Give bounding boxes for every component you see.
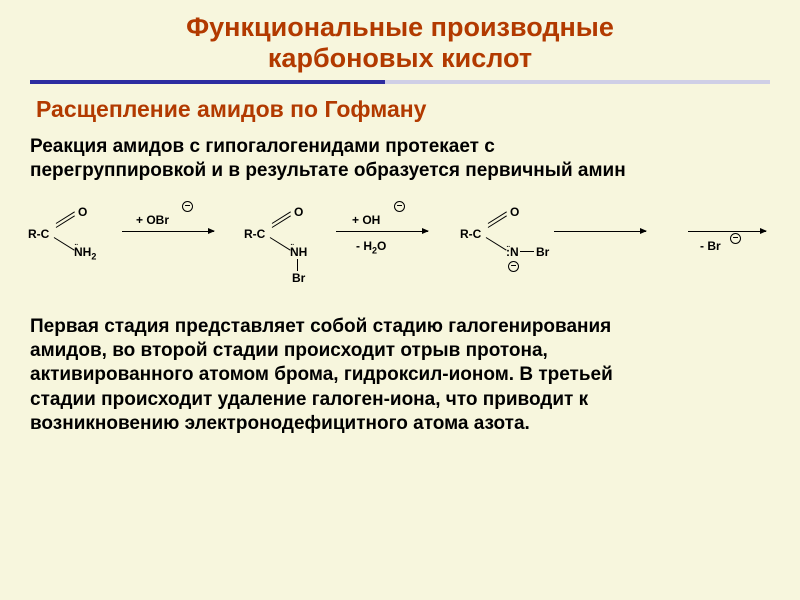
- bond: [486, 237, 507, 251]
- n-label: :N: [506, 245, 519, 259]
- structure: R-CO..NHBr: [244, 205, 324, 275]
- slide-title: Функциональные производные карбоновых ки…: [0, 12, 800, 74]
- cond-h2o: - H2O: [356, 239, 386, 255]
- nh-label: NH: [290, 245, 307, 259]
- rc-label: R-C: [460, 227, 481, 241]
- br-label: Br: [536, 245, 549, 259]
- oxygen-label: O: [294, 205, 303, 219]
- structure: R-CO..:NBr–: [460, 205, 540, 275]
- bond: [297, 259, 298, 271]
- minus-charge: –: [508, 261, 519, 272]
- p2-line-5: возникновению электронодефицитного атома…: [30, 413, 530, 434]
- nh2-label: NH2: [74, 245, 96, 261]
- slide: Функциональные производные карбоновых ки…: [0, 0, 800, 600]
- oxygen-label: O: [78, 205, 87, 219]
- bond: [270, 237, 291, 251]
- paragraph-1: Реакция амидов с гипогалогенидами протек…: [30, 135, 770, 183]
- cond-oh: + OH: [352, 213, 380, 227]
- reaction-arrow: [554, 231, 646, 232]
- cond-br: - Br: [700, 239, 721, 253]
- br-label: Br: [292, 271, 305, 285]
- structure: R-CO..NH2: [28, 205, 108, 275]
- p2-line-2: амидов, во второй стадии происходит отры…: [30, 340, 548, 361]
- p1-line-2: перегруппировкой и в результате образует…: [30, 160, 626, 181]
- p2-line-3: активированного атомом брома, гидроксил-…: [30, 364, 613, 385]
- cond-obr: + OBr: [136, 213, 169, 227]
- rc-label: R-C: [244, 227, 265, 241]
- reaction-arrow: [336, 231, 428, 232]
- minus-charge: –: [730, 233, 741, 244]
- reaction-arrow: [122, 231, 214, 232]
- rc-label: R-C: [28, 227, 49, 241]
- bond: [54, 237, 75, 251]
- subtitle: Расщепление амидов по Гофману: [36, 96, 800, 123]
- oxygen-label: O: [510, 205, 519, 219]
- title-line-2: карбоновых кислот: [268, 43, 532, 73]
- reaction-scheme: R-CO..NH2R-CO..NHBrR-CO..:NBr–+ OBr–+ OH…: [28, 205, 800, 297]
- p2-line-1: Первая стадия представляет собой стадию …: [30, 316, 611, 337]
- divider: [30, 80, 770, 84]
- reaction-arrow: [688, 231, 766, 232]
- p1-line-1: Реакция амидов с гипогалогенидами протек…: [30, 136, 495, 157]
- bond: [520, 251, 534, 252]
- title-line-1: Функциональные производные: [186, 12, 614, 42]
- p2-line-4: стадии происходит удаление галоген-иона,…: [30, 389, 588, 410]
- divider-accent: [30, 80, 385, 84]
- minus-charge: –: [182, 201, 193, 212]
- paragraph-2: Первая стадия представляет собой стадию …: [30, 315, 764, 437]
- minus-charge: –: [394, 201, 405, 212]
